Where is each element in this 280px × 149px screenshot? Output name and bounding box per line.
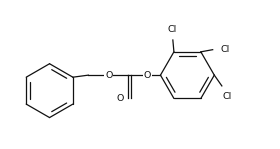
Text: O: O <box>144 71 151 80</box>
Text: O: O <box>117 94 124 103</box>
Text: Cl: Cl <box>223 92 232 101</box>
Text: Cl: Cl <box>167 25 176 34</box>
Text: O: O <box>105 71 113 80</box>
Text: Cl: Cl <box>220 45 230 54</box>
